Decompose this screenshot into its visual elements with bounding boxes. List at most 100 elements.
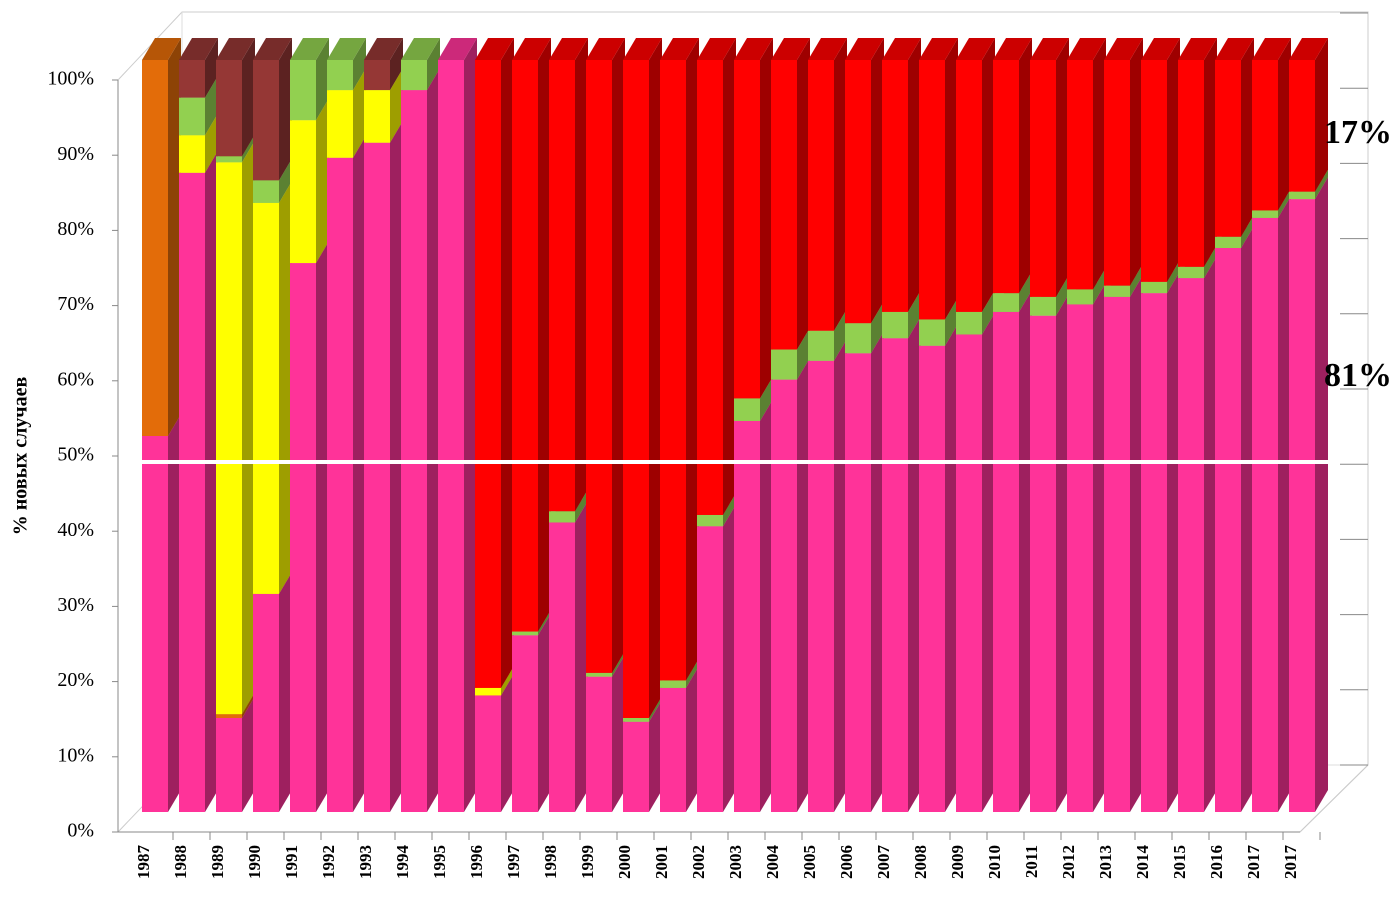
x-tick-label: 1991	[282, 845, 301, 879]
bar-front	[475, 60, 501, 688]
bar-side	[538, 38, 551, 632]
bar-segment	[512, 38, 551, 632]
bar-segment	[290, 98, 329, 264]
bar-top	[290, 38, 329, 60]
bar-side	[945, 38, 958, 320]
bar-front	[623, 718, 649, 722]
bar-segment	[549, 38, 588, 512]
bar-segment	[919, 323, 958, 812]
x-tick-label: 2010	[985, 845, 1004, 879]
bar-side	[1093, 267, 1106, 305]
bar-side	[1278, 38, 1291, 211]
bar-segment	[956, 312, 995, 812]
bar-top	[697, 38, 736, 60]
bar-front	[845, 323, 871, 354]
bar-top	[327, 38, 366, 60]
bar-segment	[1289, 38, 1328, 192]
bar-side	[1093, 38, 1106, 290]
bar-top	[734, 38, 773, 60]
bar-side	[390, 38, 403, 91]
bar-side	[501, 673, 514, 812]
bar-side	[760, 38, 773, 399]
bar-segment	[253, 180, 292, 594]
bar-top	[1252, 38, 1291, 60]
bar-side	[1167, 38, 1180, 282]
bar-side	[686, 658, 699, 688]
bar-top	[1030, 38, 1069, 60]
bar-side	[982, 289, 995, 335]
bar-segment	[660, 38, 699, 681]
bar-side	[686, 38, 699, 681]
bar-side	[279, 571, 292, 812]
bar-segment	[1289, 177, 1328, 812]
bar-side	[1204, 244, 1217, 279]
y-tick-label: 40%	[57, 519, 94, 541]
bar-front	[660, 60, 686, 681]
bar-side	[723, 492, 736, 527]
bar-front	[1141, 281, 1167, 294]
bar-top	[586, 38, 625, 60]
bar-segment	[364, 38, 403, 91]
bar-side	[279, 38, 292, 181]
bar-front	[364, 90, 390, 143]
bar-side	[1167, 271, 1180, 812]
bar-side	[797, 38, 810, 350]
bar-side	[316, 98, 329, 264]
bar-front	[1252, 217, 1278, 813]
x-tick-label: 2014	[1133, 845, 1152, 880]
bar-segment	[919, 38, 958, 320]
bar-front	[1215, 236, 1241, 248]
x-tick-label: 2015	[1170, 845, 1189, 879]
bar-front	[697, 60, 723, 515]
x-tick-label: 2003	[726, 845, 745, 879]
bar-segment	[1252, 195, 1291, 813]
bar-side	[908, 289, 921, 339]
bar-segment	[401, 68, 440, 812]
x-tick-label: 2004	[763, 845, 782, 880]
bar-segment	[179, 38, 218, 98]
bar-segment	[290, 241, 329, 813]
bar-front	[364, 142, 390, 813]
bar-segment	[1215, 38, 1254, 237]
bar-side	[612, 654, 625, 812]
bar-top	[882, 38, 921, 60]
bar-front	[512, 60, 538, 632]
bar-front	[771, 60, 797, 350]
bar-segment	[734, 38, 773, 399]
bar-top	[919, 38, 958, 60]
bar-top	[549, 38, 588, 60]
bar-side	[427, 68, 440, 812]
bar-top	[475, 38, 514, 60]
bar-side	[1019, 38, 1032, 294]
bar-side	[908, 38, 921, 312]
bar-front	[1178, 60, 1204, 267]
x-tick-label: 2013	[1096, 845, 1115, 879]
bar-side	[168, 38, 181, 436]
x-tick-label: 2017	[1244, 845, 1263, 880]
bar-top	[1104, 38, 1143, 60]
y-tick-label: 90%	[57, 143, 94, 165]
bar-front	[845, 353, 871, 812]
x-tick-label: 1997	[504, 845, 523, 880]
x-tick-label: 2016	[1207, 845, 1226, 879]
bar-front	[216, 162, 242, 715]
bar-front	[253, 60, 279, 181]
bar-side	[760, 398, 773, 812]
bar-side	[1315, 169, 1328, 200]
bar-front	[549, 511, 575, 523]
bar-side	[1130, 38, 1143, 286]
bar-front	[549, 60, 575, 512]
bar-segment	[1104, 38, 1143, 286]
bar-side	[1167, 259, 1180, 294]
bar-segment	[771, 357, 810, 812]
bar-front	[512, 635, 538, 812]
bar-side	[1056, 38, 1069, 297]
bar-top	[1067, 38, 1106, 60]
y-tick-label: 0%	[67, 820, 94, 842]
bar-top	[142, 38, 181, 60]
bar-front	[401, 90, 427, 812]
bar-front	[808, 360, 834, 812]
bar-front	[216, 718, 242, 812]
bar-segment	[512, 613, 551, 812]
